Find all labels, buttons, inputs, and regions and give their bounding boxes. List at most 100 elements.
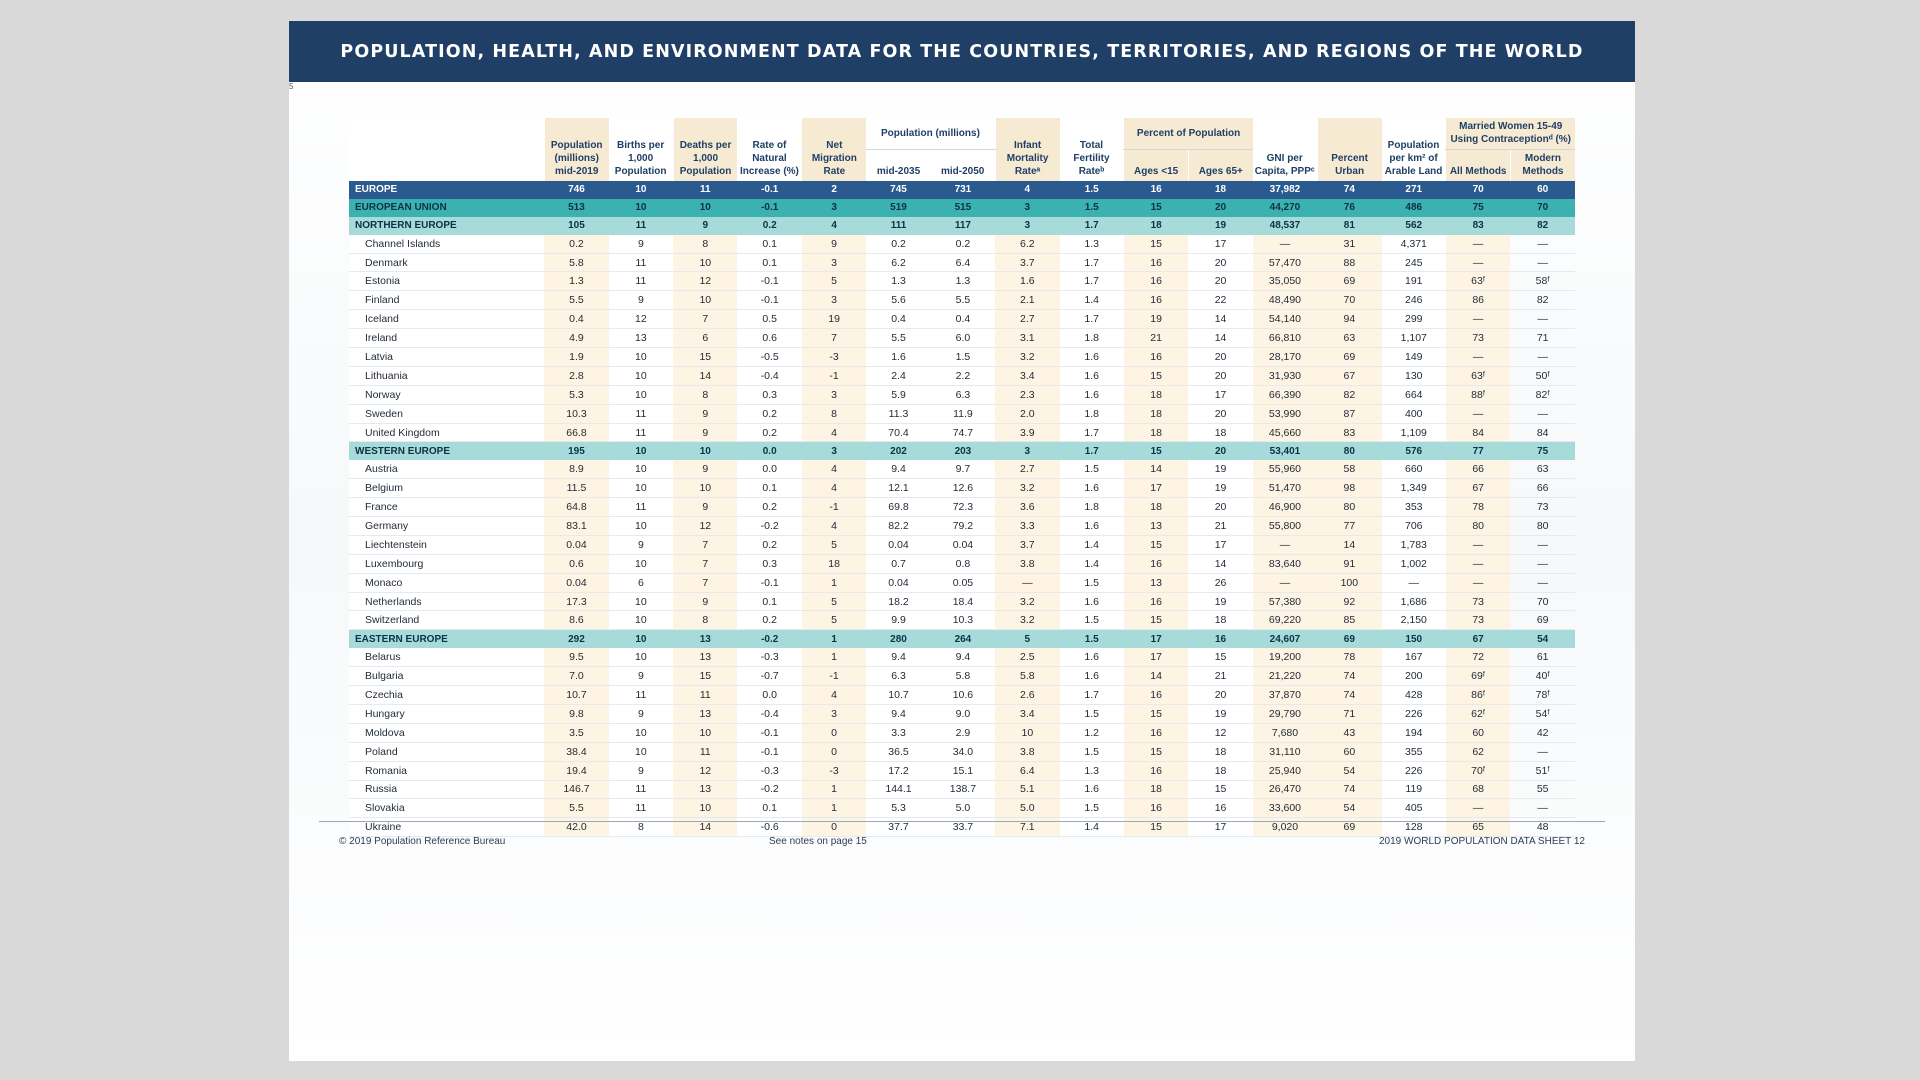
table-cell: 19 xyxy=(1123,309,1189,330)
table-cell: 22 xyxy=(1188,290,1253,311)
table-cell: 55 xyxy=(1510,780,1575,800)
row-label: France xyxy=(349,497,545,518)
table-cell: 6.2 xyxy=(866,253,931,273)
table-cell: 82 xyxy=(1510,216,1575,235)
table-cell: 18 xyxy=(1188,742,1253,762)
table-cell: 0.2 xyxy=(544,234,609,254)
header-percent-group: Percent of Population xyxy=(1123,118,1253,150)
table-cell: 11 xyxy=(608,798,674,819)
table-cell: 2.4 xyxy=(866,366,931,386)
table-cell: — xyxy=(1445,347,1511,367)
table-cell: 43 xyxy=(1317,723,1382,743)
row-label: Belgium xyxy=(349,478,545,499)
table-row: Russia 146.7 11 13 -0.2 1 144.1 138.7 5.1 1.6 18 15… xyxy=(349,780,1575,800)
table-cell: 14 xyxy=(1317,535,1382,555)
table-cell: 0.6 xyxy=(737,328,802,349)
table-cell: 1.6 xyxy=(1059,478,1124,499)
table-cell: 0.2 xyxy=(737,404,802,424)
table-cell: 2 xyxy=(801,181,867,199)
table-cell: 18 xyxy=(1188,761,1253,781)
table-cell: 146.7 xyxy=(544,780,609,800)
table-row: Lithuania 2.8 10 14 -0.4 -1 2.4 2.2 3.4 1.6 15 20 31… xyxy=(349,366,1575,386)
table-cell: 13 xyxy=(1123,573,1189,593)
table-cell: 10 xyxy=(673,290,738,311)
table-cell: 3.9 xyxy=(995,423,1060,443)
table-cell: 128 xyxy=(1381,817,1446,838)
row-label: NORTHERN EUROPE xyxy=(349,216,545,235)
table-cell: 15 xyxy=(1123,234,1189,254)
table-cell: 44,270 xyxy=(1252,198,1318,217)
table-cell: 3 xyxy=(801,385,867,405)
table-cell: 149 xyxy=(1381,347,1446,367)
table-cell: 0.1 xyxy=(737,592,802,612)
table-cell: 226 xyxy=(1381,704,1446,724)
table-cell: 1.7 xyxy=(1059,271,1124,292)
table-cell: 10 xyxy=(673,441,738,461)
table-cell: 78 xyxy=(1445,497,1511,518)
row-label: Poland xyxy=(349,742,545,762)
table-cell: 9.4 xyxy=(866,460,931,480)
table-cell: 1.3 xyxy=(930,271,996,292)
table-cell: 26,470 xyxy=(1252,780,1318,800)
table-cell: 1.3 xyxy=(866,271,931,292)
row-label: Romania xyxy=(349,761,545,781)
table-cell: 10.3 xyxy=(544,404,609,424)
table-cell: 20 xyxy=(1188,685,1253,705)
table-cell: 513 xyxy=(544,198,609,217)
table-cell: 15 xyxy=(1188,648,1253,668)
table-cell: 10.7 xyxy=(544,685,609,705)
table-cell: — xyxy=(1381,573,1446,593)
table-cell: 15 xyxy=(1123,535,1189,555)
table-cell: 2.2 xyxy=(930,366,996,386)
table-cell: 70 xyxy=(1510,198,1575,217)
table-cell: 10 xyxy=(608,592,674,612)
table-cell: 11 xyxy=(673,742,738,762)
table-cell: 202 xyxy=(866,441,931,461)
table-cell: 5.0 xyxy=(995,798,1060,819)
table-cell: 4,371 xyxy=(1381,234,1446,254)
table-cell: 1,783 xyxy=(1381,535,1446,555)
table-cell: 83 xyxy=(1317,423,1382,443)
table-row: Finland 5.5 9 10 -0.1 3 5.6 5.5 2.1 1.4 16 22 48,490… xyxy=(349,290,1575,311)
table-cell: 203 xyxy=(930,441,996,461)
table-cell: 10.7 xyxy=(866,685,931,705)
table-cell: 3 xyxy=(801,198,867,217)
table-cell: — xyxy=(1445,798,1511,819)
data-table-container: Population (millions) mid-2019 Births pe… xyxy=(349,118,1575,838)
table-cell: 15 xyxy=(1123,441,1189,461)
table-cell: 80 xyxy=(1317,497,1382,518)
table-cell: 1.5 xyxy=(1059,704,1124,724)
table-cell: 15 xyxy=(1123,610,1189,631)
table-cell: 16 xyxy=(1123,761,1189,781)
table-cell: 33,600 xyxy=(1252,798,1318,819)
table-cell: 9 xyxy=(801,234,867,254)
table-cell: 18 xyxy=(1123,216,1189,235)
table-cell: 16 xyxy=(1123,181,1189,199)
table-cell: 226 xyxy=(1381,761,1446,781)
table-cell: 57,470 xyxy=(1252,253,1318,273)
table-cell: 60 xyxy=(1445,723,1511,743)
table-cell: 280 xyxy=(866,629,931,649)
table-cell: 51,470 xyxy=(1252,478,1318,499)
table-cell: 0.1 xyxy=(737,478,802,499)
data-table: Population (millions) mid-2019 Births pe… xyxy=(349,118,1575,838)
table-cell: 48,537 xyxy=(1252,216,1318,235)
table-cell: -0.1 xyxy=(737,742,802,762)
table-cell: 73 xyxy=(1510,497,1575,518)
table-cell: 486 xyxy=(1381,198,1446,217)
row-label: Austria xyxy=(349,460,545,480)
table-cell: -3 xyxy=(801,347,867,367)
table-cell: 1.8 xyxy=(1059,404,1124,424)
table-cell: 72 xyxy=(1445,648,1511,668)
table-cell: 63ᶠ xyxy=(1445,271,1511,292)
table-cell: 9 xyxy=(608,761,674,781)
row-label: WESTERN EUROPE xyxy=(349,441,545,461)
table-cell: 5.1 xyxy=(995,780,1060,800)
table-cell: 1.5 xyxy=(1059,573,1124,593)
table-cell: 17.2 xyxy=(866,761,931,781)
table-row: Estonia 1.3 11 12 -0.1 5 1.3 1.3 1.6 1.7 16 20 35,05… xyxy=(349,271,1575,292)
row-label: Bulgaria xyxy=(349,666,545,687)
row-label: Hungary xyxy=(349,704,545,724)
table-cell: 34.0 xyxy=(930,742,996,762)
table-cell: 3.4 xyxy=(995,366,1060,386)
